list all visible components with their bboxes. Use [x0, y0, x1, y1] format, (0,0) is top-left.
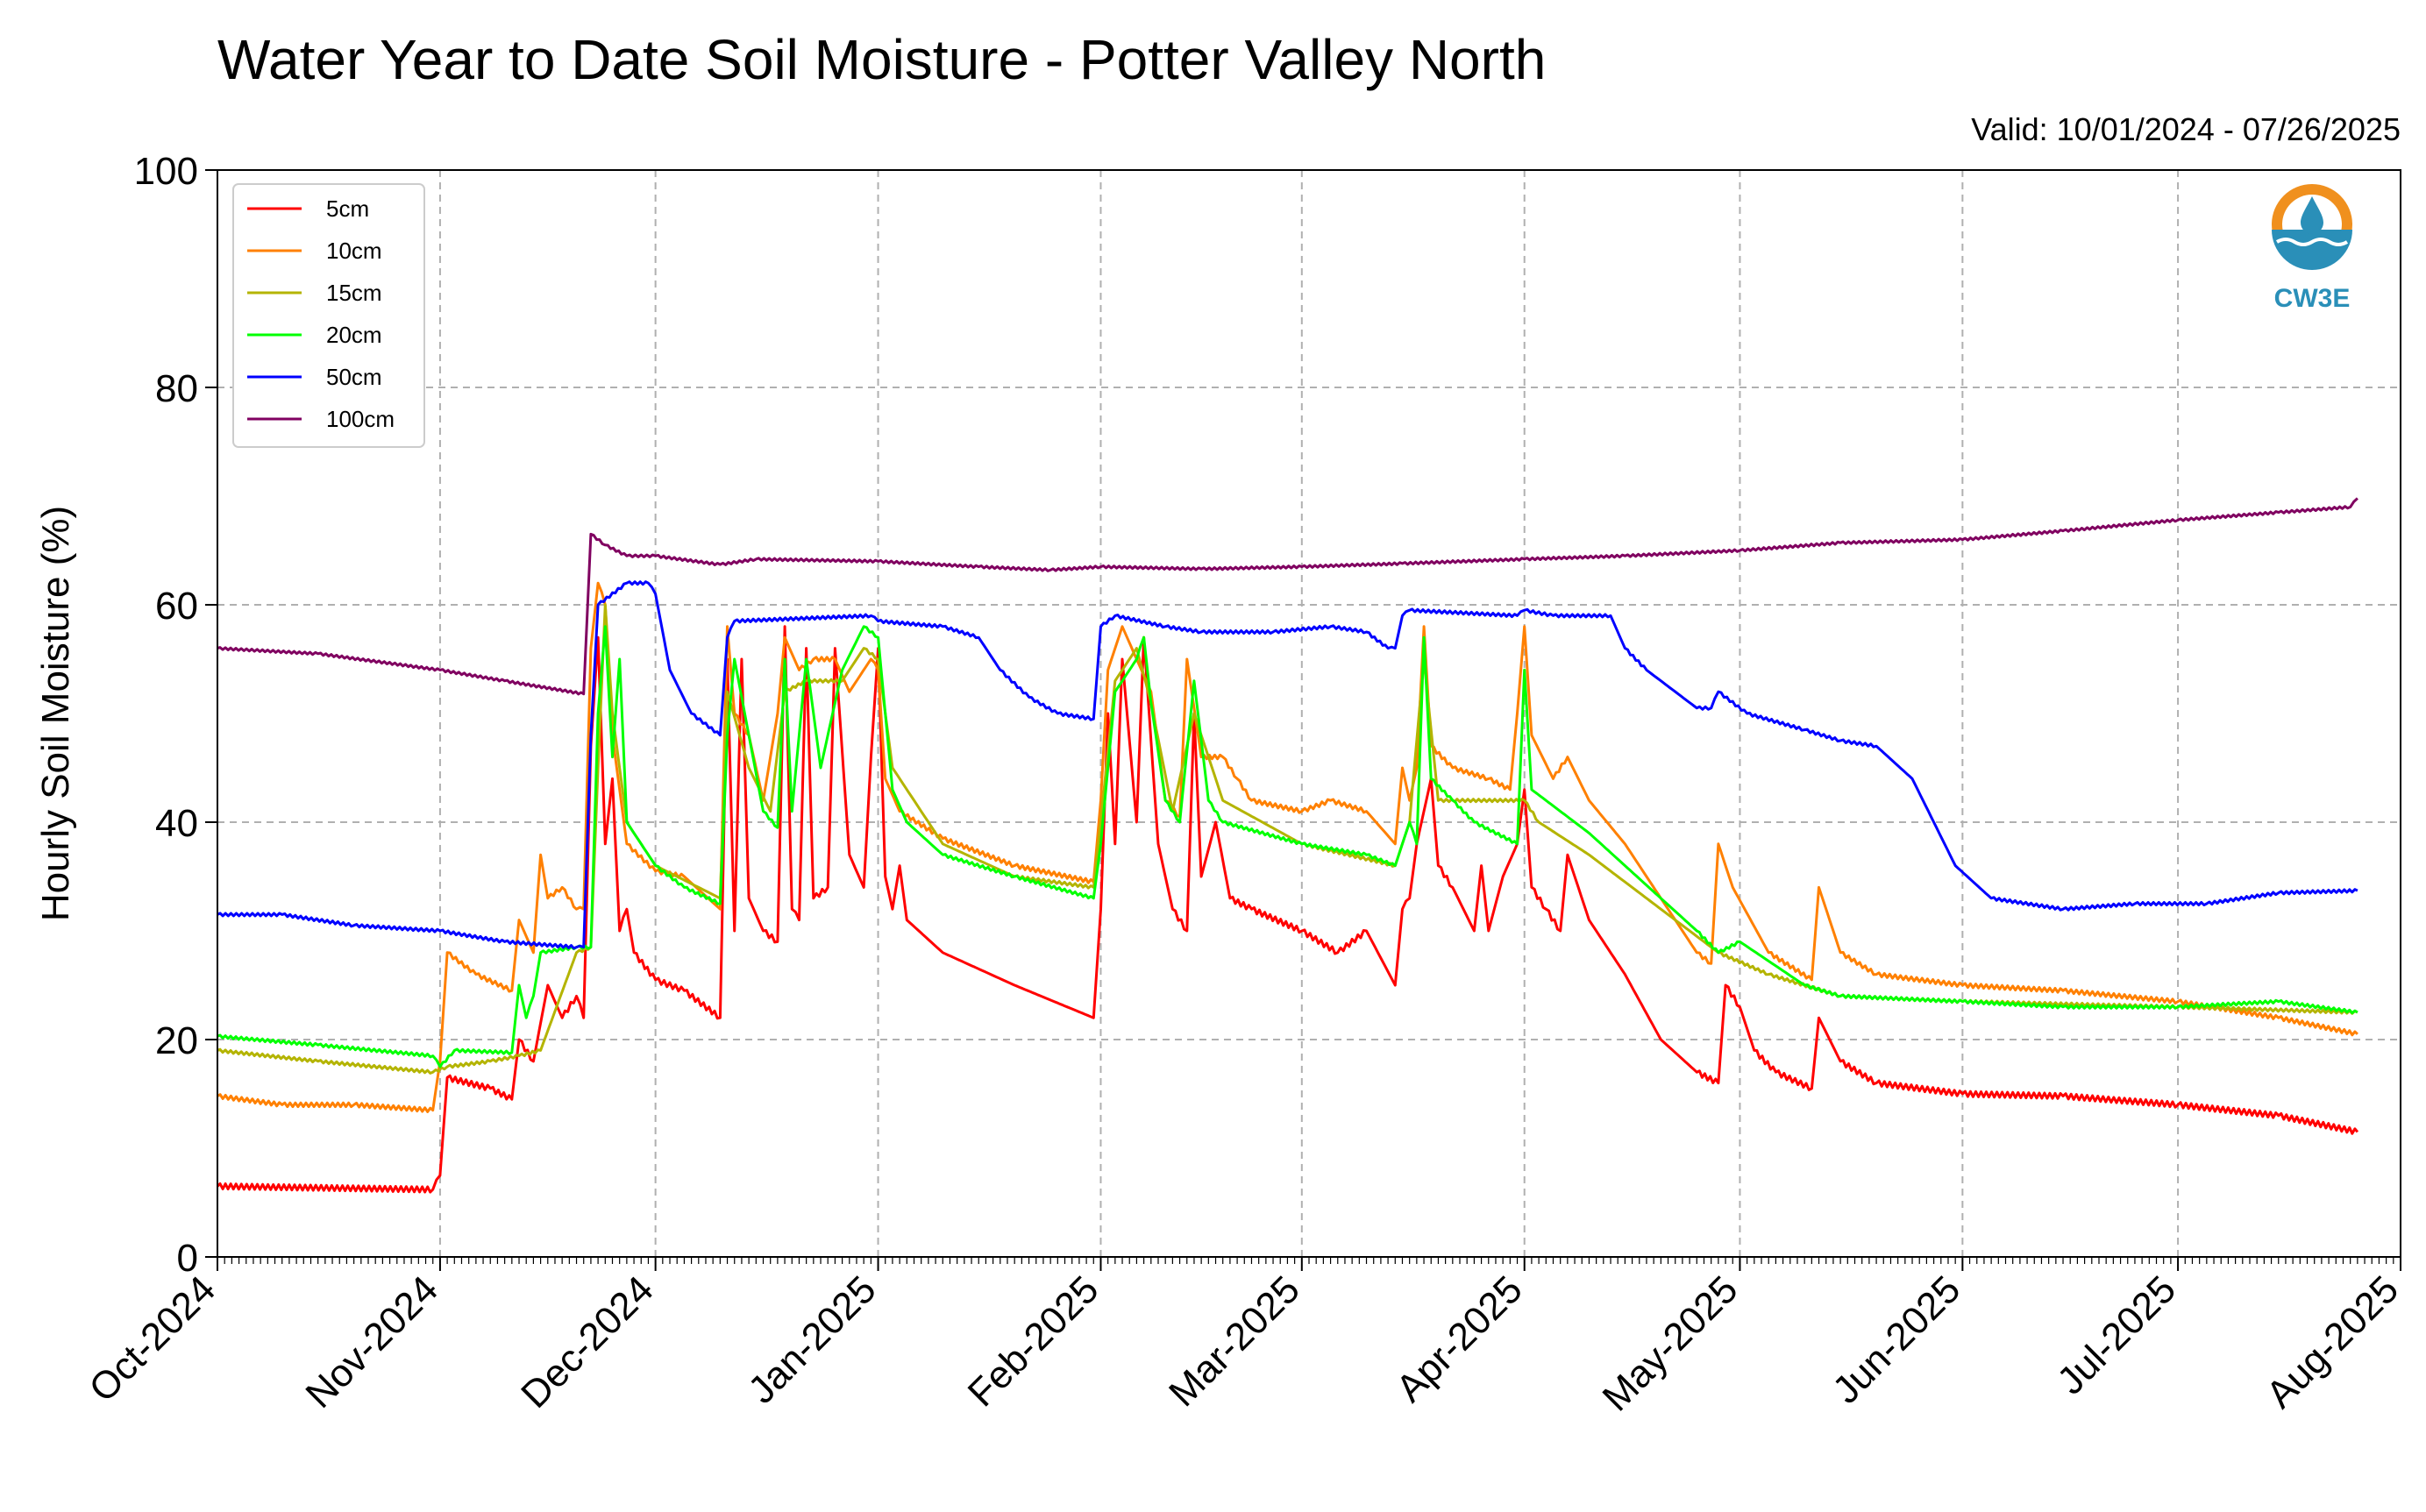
y-tick-label: 60 [155, 585, 198, 628]
droplet-icon [2301, 196, 2323, 234]
legend: 5cm 10cm 15cm 20cm 50cm 100cm [232, 183, 425, 448]
x-tick-label: Oct-2024 [81, 1267, 224, 1410]
legend-label: 20cm [326, 322, 382, 348]
series-line-100cm [217, 497, 2358, 696]
legend-label: 5cm [326, 195, 369, 222]
x-tick-label: Mar-2025 [1161, 1267, 1308, 1415]
y-tick-label: 100 [134, 150, 198, 193]
y-tick-label: 80 [155, 367, 198, 410]
logo-water-wave [2272, 230, 2352, 270]
cw3e-logo: CW3E [2272, 184, 2352, 313]
y-tick-label: 20 [155, 1019, 198, 1062]
legend-label: 50cm [326, 364, 382, 390]
x-tick-label: Dec-2024 [513, 1267, 662, 1416]
x-tick-label: Aug-2025 [2258, 1267, 2407, 1416]
grid-lines [217, 170, 2401, 1257]
legend-label: 100cm [326, 406, 395, 432]
chart-subtitle: Valid: 10/01/2024 - 07/26/2025 [1971, 111, 2401, 147]
chart-title: Water Year to Date Soil Moisture - Potte… [217, 28, 1546, 91]
x-tick-label: Jul-2025 [2049, 1267, 2184, 1402]
series-line-50cm [217, 580, 2358, 950]
x-tick-label: May-2025 [1595, 1267, 1747, 1419]
plot-area-frame [217, 169, 2401, 1258]
legend-label: 10cm [326, 238, 382, 264]
y-tick-label: 0 [177, 1237, 198, 1280]
x-tick-label: Apr-2025 [1388, 1267, 1531, 1410]
x-tick-label: Nov-2024 [297, 1267, 446, 1416]
y-tick-label: 40 [155, 802, 198, 845]
x-tick-label: Jun-2025 [1825, 1267, 1968, 1411]
x-tick-label: Jan-2025 [740, 1267, 884, 1411]
logo-wave-line [2275, 238, 2349, 246]
x-tick-label: Feb-2025 [960, 1267, 1107, 1415]
axes: 0 20 40 60 80 100 Oct-2024 Nov-2024 Dec-2024 Jan-… [81, 150, 2407, 1419]
logo-text: CW3E [2274, 284, 2351, 313]
y-axis-label: Hourly Soil Moisture (%) [34, 506, 77, 921]
legend-label: 15cm [326, 280, 382, 306]
series-lines [216, 497, 2359, 1194]
series-line-10cm [217, 581, 2358, 1113]
series-line-5cm [216, 625, 2359, 1194]
series-line-20cm [217, 625, 2358, 1068]
